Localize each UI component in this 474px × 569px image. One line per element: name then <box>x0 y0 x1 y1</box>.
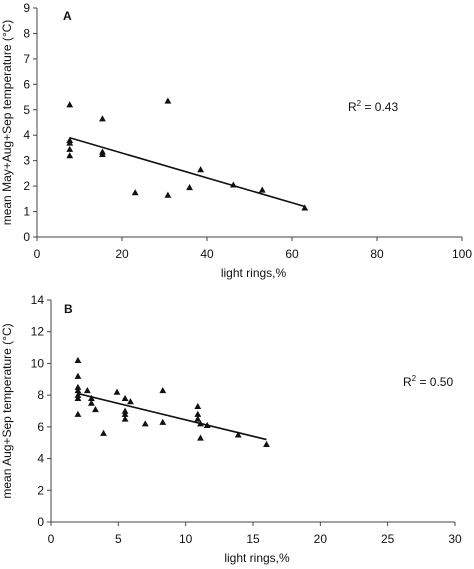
y-tick-label: 7 <box>23 52 30 66</box>
y-tick-label: 8 <box>37 388 44 402</box>
y-tick-label: 4 <box>23 128 30 142</box>
y-tick-label: 2 <box>23 179 30 193</box>
x-tick-label: 5 <box>115 532 122 546</box>
x-tick-label: 60 <box>285 247 299 261</box>
data-point <box>99 150 106 158</box>
data-point <box>141 420 149 427</box>
data-point <box>159 418 167 425</box>
data-point <box>74 410 82 417</box>
x-tick-label: 10 <box>179 532 193 546</box>
y-tick-label: 14 <box>31 293 45 307</box>
data-point <box>74 394 82 402</box>
y-tick-label: 10 <box>31 356 45 370</box>
data-point <box>197 166 205 173</box>
y-tick-label: 9 <box>23 1 30 15</box>
x-axis-label: light rings,% <box>224 551 290 565</box>
data-point <box>74 386 82 394</box>
y-tick-label: 2 <box>37 483 44 497</box>
data-point <box>164 97 172 104</box>
chart-panel-a: 0 1 2 3 4 5 6 7 8 9 0 20 40 60 80 100 light rings,% mean … <box>0 1 472 280</box>
data-point <box>164 191 172 198</box>
r-squared-annotation: R2 = 0.43 <box>348 99 398 114</box>
x-tick-label: 40 <box>200 247 214 261</box>
data-point <box>74 372 82 379</box>
data-point <box>121 394 129 402</box>
y-axis-label: mean Aug+Sep temperature (°C) <box>0 323 14 498</box>
data-point <box>121 410 129 417</box>
y-tick-label: 5 <box>23 103 30 117</box>
data-point <box>194 415 202 422</box>
data-point <box>263 440 270 448</box>
x-tick-label: 0 <box>48 532 55 546</box>
x-tick-label: 20 <box>115 247 129 261</box>
x-tick-label: 100 <box>452 247 472 261</box>
data-point <box>203 421 211 428</box>
data-point <box>92 406 99 413</box>
data-point <box>258 186 266 193</box>
data-point <box>66 139 74 146</box>
data-point <box>74 383 82 390</box>
data-point <box>113 388 121 395</box>
data-point <box>197 434 204 441</box>
y-tick-label: 0 <box>23 230 30 244</box>
data-point <box>121 407 129 414</box>
y-tick-label: 12 <box>31 325 45 339</box>
r-squared-base: R <box>403 375 412 389</box>
y-tick-label: 1 <box>23 205 30 219</box>
data-point <box>99 115 106 122</box>
data-point <box>194 402 202 409</box>
y-tick-label: 8 <box>23 26 30 40</box>
x-axis-label: light rings,% <box>221 266 287 280</box>
data-point <box>131 189 139 196</box>
data-point <box>121 415 129 422</box>
data-point <box>197 420 204 427</box>
data-point <box>301 204 309 211</box>
data-point <box>127 398 134 405</box>
r-squared-base: R <box>348 100 357 114</box>
x-tick-label: 30 <box>448 532 462 546</box>
x-tick-label: 25 <box>381 532 395 546</box>
y-tick-label: 0 <box>37 515 44 529</box>
y-tick-label: 6 <box>23 77 30 91</box>
data-point <box>66 145 74 152</box>
data-point <box>229 181 237 188</box>
y-axis-label: mean May+Aug+Sep temperature (°C) <box>0 20 14 226</box>
panel-label: B <box>64 302 73 316</box>
trendline <box>69 136 305 208</box>
r-squared-value: = 0.50 <box>416 375 453 389</box>
y-tick-label: 4 <box>37 452 44 466</box>
x-tick-label: 80 <box>370 247 384 261</box>
data-point <box>88 394 95 402</box>
r-squared-value: = 0.43 <box>361 100 398 114</box>
data-point <box>66 152 74 159</box>
data-point <box>88 399 95 406</box>
data-point <box>74 391 82 398</box>
trendline <box>77 392 267 441</box>
data-point <box>234 431 242 438</box>
data-point <box>83 386 91 394</box>
x-tick-label: 20 <box>314 532 328 546</box>
panel-label: A <box>63 9 72 23</box>
data-point <box>100 429 107 436</box>
x-tick-label: 0 <box>34 247 41 261</box>
r-squared-sup: 2 <box>412 374 417 383</box>
data-point <box>159 386 167 394</box>
x-tick-label: 15 <box>246 532 260 546</box>
data-point <box>194 410 202 417</box>
y-tick-label: 6 <box>37 420 44 434</box>
y-tick-label: 3 <box>23 154 30 168</box>
chart-panel-b: 0 2 4 6 8 10 12 14 0 5 10 15 20 25 30 light rings,% mean… <box>0 293 462 565</box>
data-point <box>66 101 74 108</box>
r-squared-sup: 2 <box>357 99 362 108</box>
data-point <box>74 356 82 363</box>
r-squared-annotation: R2 = 0.50 <box>403 374 453 389</box>
data-point <box>186 183 193 191</box>
